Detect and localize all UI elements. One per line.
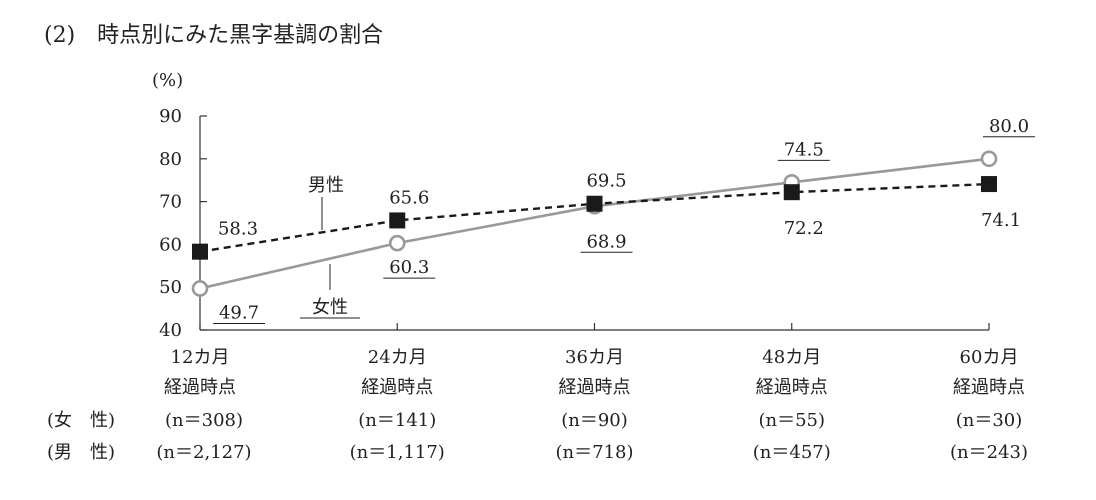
data-label-female: 80.0 bbox=[989, 116, 1029, 137]
sample-size-value: (n＝90) bbox=[561, 410, 628, 431]
legend-label-male: 男性 bbox=[308, 175, 344, 196]
point-male bbox=[586, 195, 603, 212]
x-tick-sublabel: 経過時点 bbox=[559, 377, 631, 398]
x-tick-sublabel: 経過時点 bbox=[953, 377, 1025, 398]
data-label-male: 72.2 bbox=[784, 218, 824, 239]
x-tick-label: 24カ月 bbox=[368, 347, 427, 368]
sample-size-value: (n＝308) bbox=[165, 410, 243, 431]
sample-size-value: (n＝718) bbox=[556, 442, 634, 463]
data-label-female: 60.3 bbox=[389, 257, 429, 278]
data-label-male: 69.5 bbox=[586, 171, 626, 192]
point-male bbox=[783, 184, 800, 201]
y-tick-label: 90 bbox=[159, 106, 182, 127]
chart-title: (2) 時点別にみた黒字基調の割合 bbox=[44, 23, 383, 48]
point-female bbox=[980, 150, 998, 168]
data-label-female: 74.5 bbox=[784, 139, 824, 160]
x-tick-label: 12カ月 bbox=[171, 347, 230, 368]
y-tick-label: 50 bbox=[159, 277, 182, 298]
data-label-male: 58.3 bbox=[218, 219, 258, 240]
sample-size-value: (n＝141) bbox=[358, 410, 436, 431]
sample-size-value: (n＝1,117) bbox=[350, 442, 445, 463]
point-male bbox=[981, 176, 997, 193]
sample-size-value: (n＝457) bbox=[753, 442, 831, 463]
data-label-male: 74.1 bbox=[981, 210, 1021, 231]
x-tick-label: 36カ月 bbox=[565, 347, 624, 368]
x-tick-label: 48カ月 bbox=[762, 347, 821, 368]
y-tick-label: 40 bbox=[159, 320, 182, 341]
data-label-female: 49.7 bbox=[219, 302, 259, 323]
legend-label-female: 女性 bbox=[312, 297, 348, 318]
point-female bbox=[191, 280, 209, 297]
y-tick-label: 70 bbox=[159, 192, 182, 213]
point-female bbox=[388, 234, 406, 252]
sample-size-value: (n＝30) bbox=[956, 410, 1023, 431]
sample-size-value: (n＝2,127) bbox=[156, 442, 251, 463]
sample-row-label: (男 性) bbox=[47, 442, 115, 463]
point-male bbox=[389, 212, 406, 229]
y-tick-label: 80 bbox=[159, 149, 182, 170]
x-tick-sublabel: 経過時点 bbox=[164, 377, 236, 398]
sample-row-label: (女 性) bbox=[47, 410, 115, 431]
data-label-male: 65.6 bbox=[389, 187, 429, 208]
x-tick-label: 60カ月 bbox=[960, 347, 1019, 368]
y-tick-label: 60 bbox=[159, 234, 182, 255]
x-tick-sublabel: 経過時点 bbox=[756, 377, 828, 398]
sample-size-value: (n＝243) bbox=[950, 442, 1028, 463]
point-male bbox=[192, 243, 208, 260]
data-label-female: 68.9 bbox=[586, 231, 626, 252]
x-tick-sublabel: 経過時点 bbox=[361, 377, 433, 398]
y-unit-label: (%) bbox=[152, 70, 183, 91]
sample-size-value: (n＝55) bbox=[758, 410, 825, 431]
